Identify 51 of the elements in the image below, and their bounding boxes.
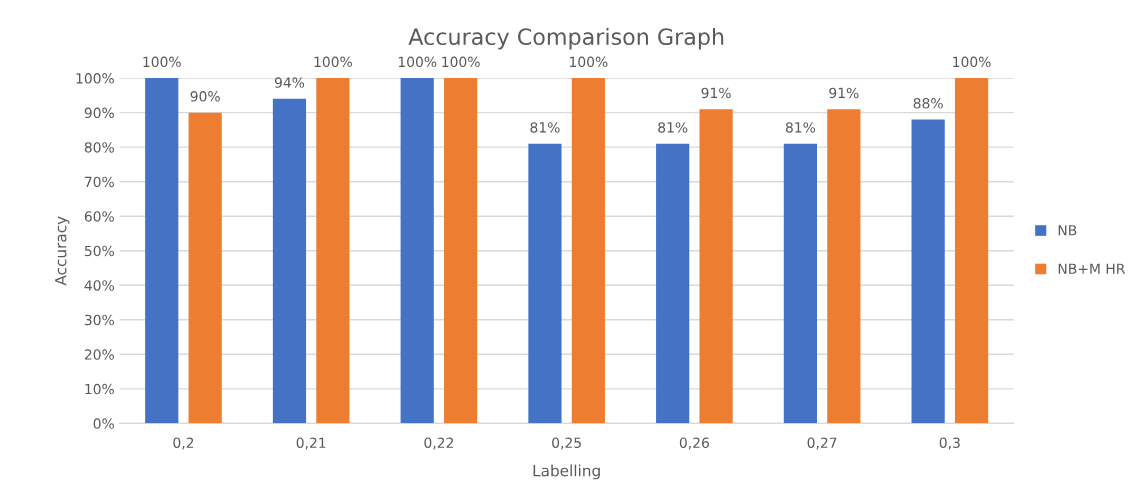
data-label: 91% <box>829 87 859 99</box>
bar <box>954 78 989 424</box>
x-tick-label: 0,27 <box>807 437 837 450</box>
y-tick-label: 30% <box>84 314 114 326</box>
bar <box>699 109 733 424</box>
chart-title: Accuracy Comparison Graph <box>408 27 724 50</box>
data-label: 100% <box>398 56 437 68</box>
data-label: 94% <box>274 77 305 88</box>
y-tick-label: 80% <box>84 142 114 153</box>
y-tick-label: 50% <box>84 245 114 257</box>
bar <box>911 119 945 424</box>
bar <box>827 109 861 424</box>
legend-label: NB+M HR <box>1058 263 1126 274</box>
data-label: 81% <box>658 122 688 133</box>
data-label: 100% <box>143 56 181 68</box>
legend-label: NB <box>1058 225 1077 236</box>
bar <box>656 143 690 424</box>
data-label: 81% <box>785 122 816 133</box>
bar <box>783 143 817 424</box>
data-label: 100% <box>314 56 352 68</box>
x-tick-label: 0,21 <box>296 437 326 450</box>
data-label: 100% <box>442 56 480 68</box>
x-tick-label: 0,3 <box>939 437 960 450</box>
y-tick-label: 60% <box>84 211 114 222</box>
bar <box>571 78 605 424</box>
bar <box>316 78 350 424</box>
bar <box>272 98 307 424</box>
bar <box>145 78 179 424</box>
bar <box>528 143 562 424</box>
y-tick-label: 20% <box>84 349 114 360</box>
data-label: 88% <box>913 98 943 109</box>
y-axis-title: Accuracy <box>55 216 70 286</box>
data-label: 100% <box>953 56 991 68</box>
y-tick-label: 40% <box>84 280 114 291</box>
x-tick-label: 0,25 <box>552 437 581 450</box>
bar <box>188 112 222 424</box>
x-axis-title: Labelling <box>533 464 600 480</box>
data-label: 81% <box>530 122 560 133</box>
x-tick-label: 0,2 <box>173 437 194 450</box>
y-tick-label: 90% <box>84 107 114 119</box>
data-label: 100% <box>570 56 608 68</box>
y-tick-label: 0% <box>93 418 114 429</box>
data-label: 91% <box>701 87 731 99</box>
data-label: 90% <box>190 91 220 102</box>
y-tick-label: 10% <box>85 383 114 395</box>
x-tick-label: 0,22 <box>424 437 453 450</box>
y-tick-label: 100% <box>76 73 114 84</box>
y-tick-label: 70% <box>85 176 114 188</box>
x-tick-label: 0,26 <box>679 437 709 450</box>
bar <box>444 78 478 424</box>
bar <box>400 78 434 424</box>
